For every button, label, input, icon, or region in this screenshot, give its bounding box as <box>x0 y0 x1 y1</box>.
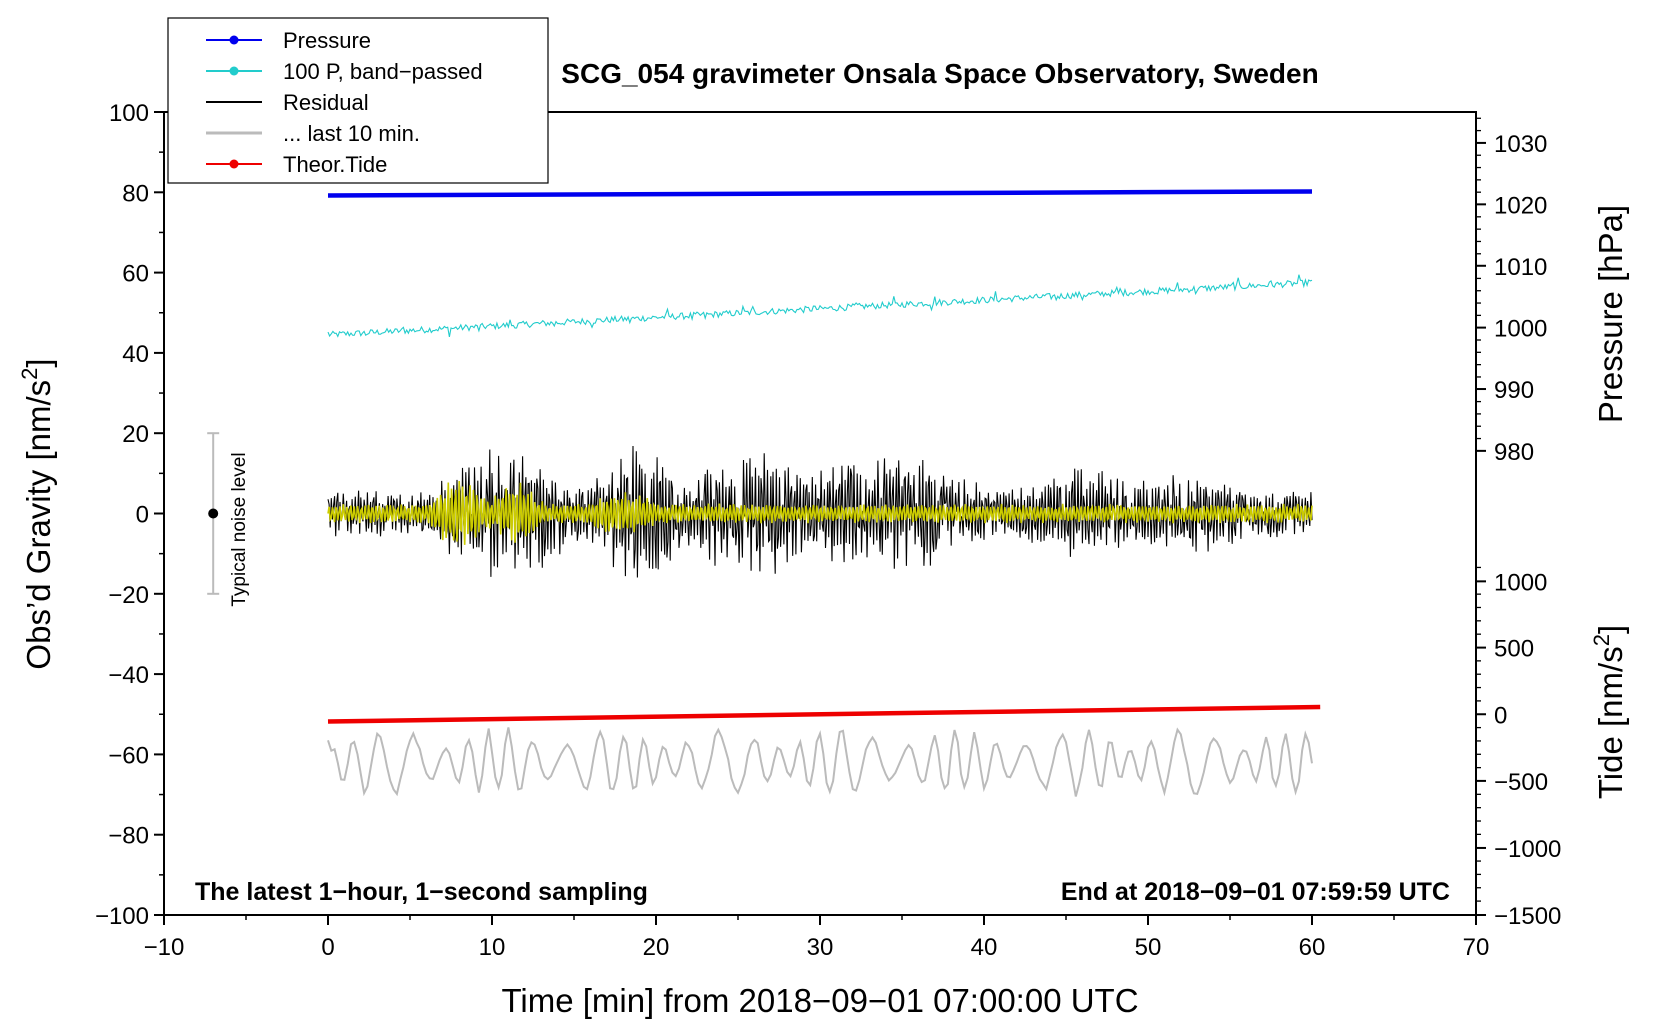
x-tick-label: 60 <box>1299 934 1326 961</box>
pressure-tick-label: 1000 <box>1494 316 1547 343</box>
series-layer <box>327 189 1321 797</box>
y-left-label-sup: 2 <box>17 368 42 380</box>
pressure-tick-label: 1020 <box>1494 192 1547 219</box>
tide-tick-label: −500 <box>1494 769 1548 796</box>
y-tick-label: 60 <box>122 261 149 288</box>
x-tick-label: 0 <box>321 934 334 961</box>
x-tick-label: 10 <box>479 934 506 961</box>
y-tick-label: 40 <box>122 341 149 368</box>
tide-tick-label: −1500 <box>1494 903 1561 930</box>
pressure-axis-label: Pressure [hPa] <box>1592 205 1629 423</box>
y-tick-label: −20 <box>108 582 149 609</box>
legend-label: Residual <box>283 90 369 115</box>
legend: Pressure 100 P, band−passed Residual ... la… <box>167 17 549 184</box>
tide-tick-label: 0 <box>1494 702 1507 729</box>
x-tick-label: 20 <box>643 934 670 961</box>
tide-tick-label: 500 <box>1494 636 1534 663</box>
series-residual-filtered <box>327 480 1313 545</box>
series-theor-tide <box>327 704 1321 724</box>
y-axis-tide: 1000 500 0 −500 −1000 −1500 <box>1476 566 1561 930</box>
y-tick-label: 0 <box>136 502 149 529</box>
y-axis-left: 100 80 60 40 20 0 −20 −40 −60 −80 −100 <box>95 100 164 930</box>
pressure-tick-label: 1010 <box>1494 254 1547 281</box>
series-residual <box>327 445 1313 578</box>
legend-label: ... last 10 min. <box>283 121 420 146</box>
x-tick-label: 70 <box>1463 934 1490 961</box>
legend-box <box>167 17 549 184</box>
y-tick-label: 100 <box>109 100 149 127</box>
end-time-note: End at 2018−09−01 07:59:59 UTC <box>1061 878 1450 906</box>
y-tick-label: −60 <box>108 742 149 769</box>
legend-marker <box>229 159 239 169</box>
chart-title: SCG_054 gravimeter Onsala Space Observat… <box>561 58 1318 89</box>
legend-marker <box>229 66 239 76</box>
y-axis-left-label: Obs’d Gravity [nm/s2] <box>17 358 57 669</box>
y-tick-label: −40 <box>108 662 149 689</box>
y-left-label-main: Obs’d Gravity [nm/s <box>20 380 57 670</box>
x-axis-label: Time [min] from 2018−09−01 07:00:00 UTC <box>501 982 1138 1019</box>
noise-bar-center-dot <box>208 508 219 519</box>
legend-marker <box>229 35 239 45</box>
legend-label: Theor.Tide <box>283 152 387 177</box>
tide-tick-label: 1000 <box>1494 569 1547 596</box>
y-tick-label: −80 <box>108 823 149 850</box>
pressure-tick-label: 1030 <box>1494 131 1547 158</box>
x-axis: −10 0 10 20 30 40 50 60 70 <box>144 915 1490 961</box>
y-tick-label: 20 <box>122 421 149 448</box>
tide-label-main: Tide [nm/s <box>1592 646 1629 799</box>
pressure-tick-label: 980 <box>1494 439 1534 466</box>
series-last-10-min <box>327 727 1313 797</box>
x-tick-label: 50 <box>1135 934 1162 961</box>
tide-axis-label: Tide [nm/s2] <box>1589 625 1629 799</box>
series-band-passed-pressure <box>327 274 1313 338</box>
y-axis-pressure: 1030 1020 1010 1000 990 980 <box>1476 117 1547 466</box>
tide-tick-label: −1000 <box>1494 836 1561 863</box>
noise-level-label: Typical noise level <box>229 452 250 606</box>
series-pressure <box>327 189 1313 198</box>
x-tick-label: 40 <box>971 934 998 961</box>
legend-label: Pressure <box>283 28 371 53</box>
sampling-note: The latest 1−hour, 1−second sampling <box>195 878 648 906</box>
tide-label-sup: 2 <box>1589 634 1614 646</box>
y-tick-label: 80 <box>122 180 149 207</box>
x-tick-label: −10 <box>144 934 185 961</box>
pressure-tick-label: 990 <box>1494 377 1534 404</box>
tide-label-end: ] <box>1592 625 1629 634</box>
legend-label: 100 P, band−passed <box>283 59 483 84</box>
noise-level-indicator: Typical noise level <box>207 432 250 607</box>
y-tick-label: −100 <box>95 903 149 930</box>
x-tick-label: 30 <box>807 934 834 961</box>
y-left-label-end: ] <box>20 358 57 367</box>
